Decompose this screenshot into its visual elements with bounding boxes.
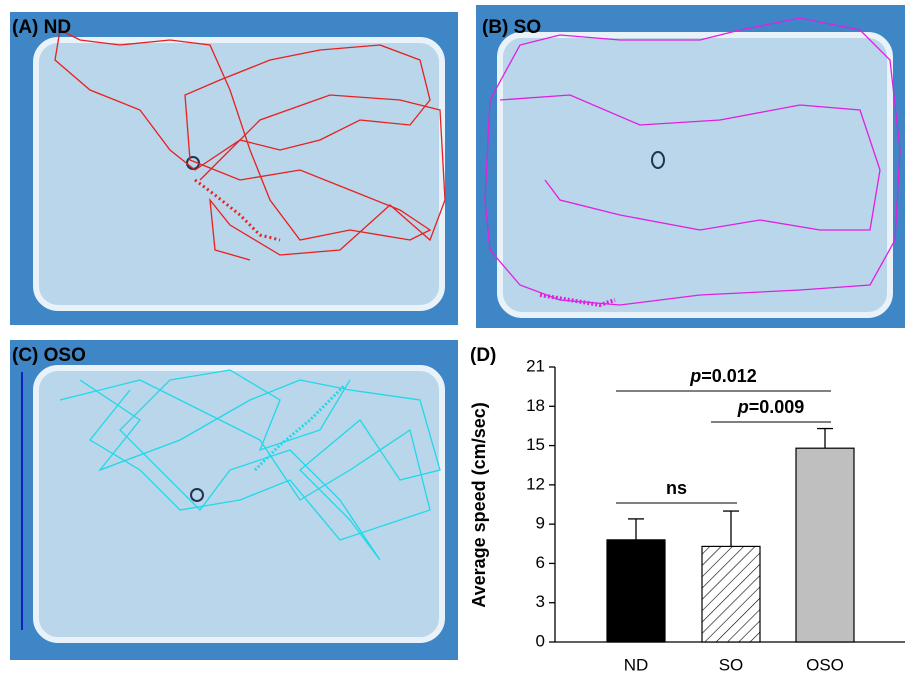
significance-label: p=0.009	[737, 397, 805, 417]
bar	[796, 448, 854, 642]
panel-label: (D)	[470, 345, 496, 366]
y-tick-label: 21	[526, 356, 545, 375]
figure: (A) ND (B) SO (C) OSO (D) Average speed …	[0, 0, 908, 677]
photo-b	[476, 5, 905, 328]
significance-label: ns	[666, 478, 687, 498]
panel-label: (C) OSO	[12, 345, 86, 366]
x-tick-label: OSO	[806, 655, 844, 674]
x-tick-label: ND	[624, 655, 649, 674]
y-tick-label: 18	[526, 396, 545, 415]
bar	[607, 540, 665, 642]
y-tick-label: 12	[526, 474, 545, 493]
photo-a	[10, 12, 458, 325]
significance-label: p=0.012	[689, 366, 757, 386]
panel-label: (A) ND	[12, 17, 71, 38]
y-axis-title: Average speed (cm/sec)	[469, 402, 489, 607]
y-tick-label: 6	[536, 553, 545, 572]
x-tick-label: SO	[719, 655, 744, 674]
photo-c	[10, 340, 458, 660]
y-tick-label: 9	[536, 514, 545, 533]
panel-label: (B) SO	[482, 17, 541, 38]
bar	[702, 546, 760, 642]
y-tick-label: 0	[536, 631, 545, 650]
y-tick-label: 3	[536, 592, 545, 611]
y-tick-label: 15	[526, 435, 545, 454]
